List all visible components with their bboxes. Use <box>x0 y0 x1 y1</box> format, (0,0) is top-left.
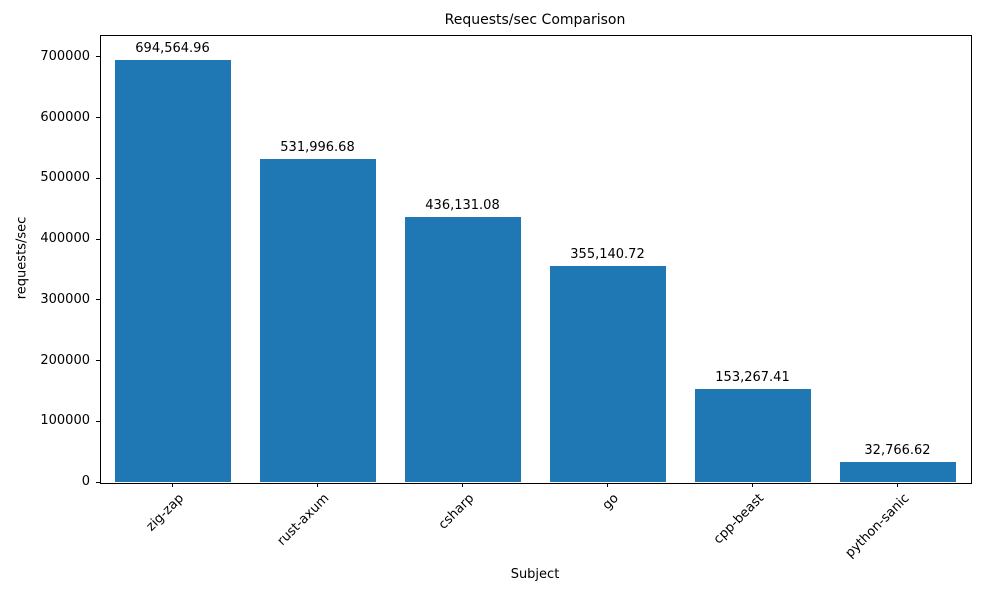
x-tick-mark <box>172 483 173 487</box>
x-tick-label: rust-axum <box>274 491 333 549</box>
x-tick-label: zig-zap <box>143 491 188 535</box>
y-tick-mark <box>96 299 100 301</box>
x-tick-label: go <box>600 491 623 514</box>
bar <box>259 158 376 482</box>
chart-title: Requests/sec Comparison <box>444 12 626 28</box>
x-tick-label: cpp-beast <box>710 491 768 548</box>
y-tick-mark <box>96 56 100 58</box>
bar <box>549 266 666 482</box>
y-tick-mark <box>96 177 100 179</box>
bar-value-label: 355,140.72 <box>570 247 645 263</box>
y-tick-mark <box>96 420 100 422</box>
bar-value-label: 32,766.62 <box>864 443 931 459</box>
x-tick-label: csharp <box>435 491 478 533</box>
y-tick-mark <box>96 238 100 240</box>
x-tick-mark <box>752 483 753 487</box>
bar <box>114 60 231 482</box>
y-tick-label: 500000 <box>40 170 90 186</box>
y-tick-mark <box>96 481 100 483</box>
bar-value-label: 531,996.68 <box>280 139 355 155</box>
y-tick-label: 100000 <box>40 413 90 429</box>
x-tick-mark <box>317 483 318 487</box>
x-tick-mark <box>462 483 463 487</box>
y-tick-label: 300000 <box>40 291 90 307</box>
y-tick-label: 700000 <box>40 48 90 64</box>
bar <box>839 462 956 482</box>
x-tick-label: python-sanic <box>842 491 913 561</box>
y-tick-label: 600000 <box>40 109 90 125</box>
bar-value-label: 153,267.41 <box>715 369 790 385</box>
x-tick-mark <box>897 483 898 487</box>
bar <box>404 217 521 482</box>
bar <box>694 388 811 482</box>
y-tick-label: 400000 <box>40 231 90 247</box>
x-axis-label: Subject <box>510 567 560 582</box>
x-tick-mark <box>607 483 608 487</box>
y-tick-mark <box>96 117 100 119</box>
y-tick-label: 200000 <box>40 352 90 368</box>
bar-value-label: 436,131.08 <box>425 198 500 214</box>
bar-value-label: 694,564.96 <box>135 41 210 57</box>
plot-area <box>100 35 972 484</box>
y-axis-label: requests/sec <box>14 216 30 300</box>
y-tick-mark <box>96 360 100 362</box>
y-tick-label: 0 <box>81 474 90 489</box>
